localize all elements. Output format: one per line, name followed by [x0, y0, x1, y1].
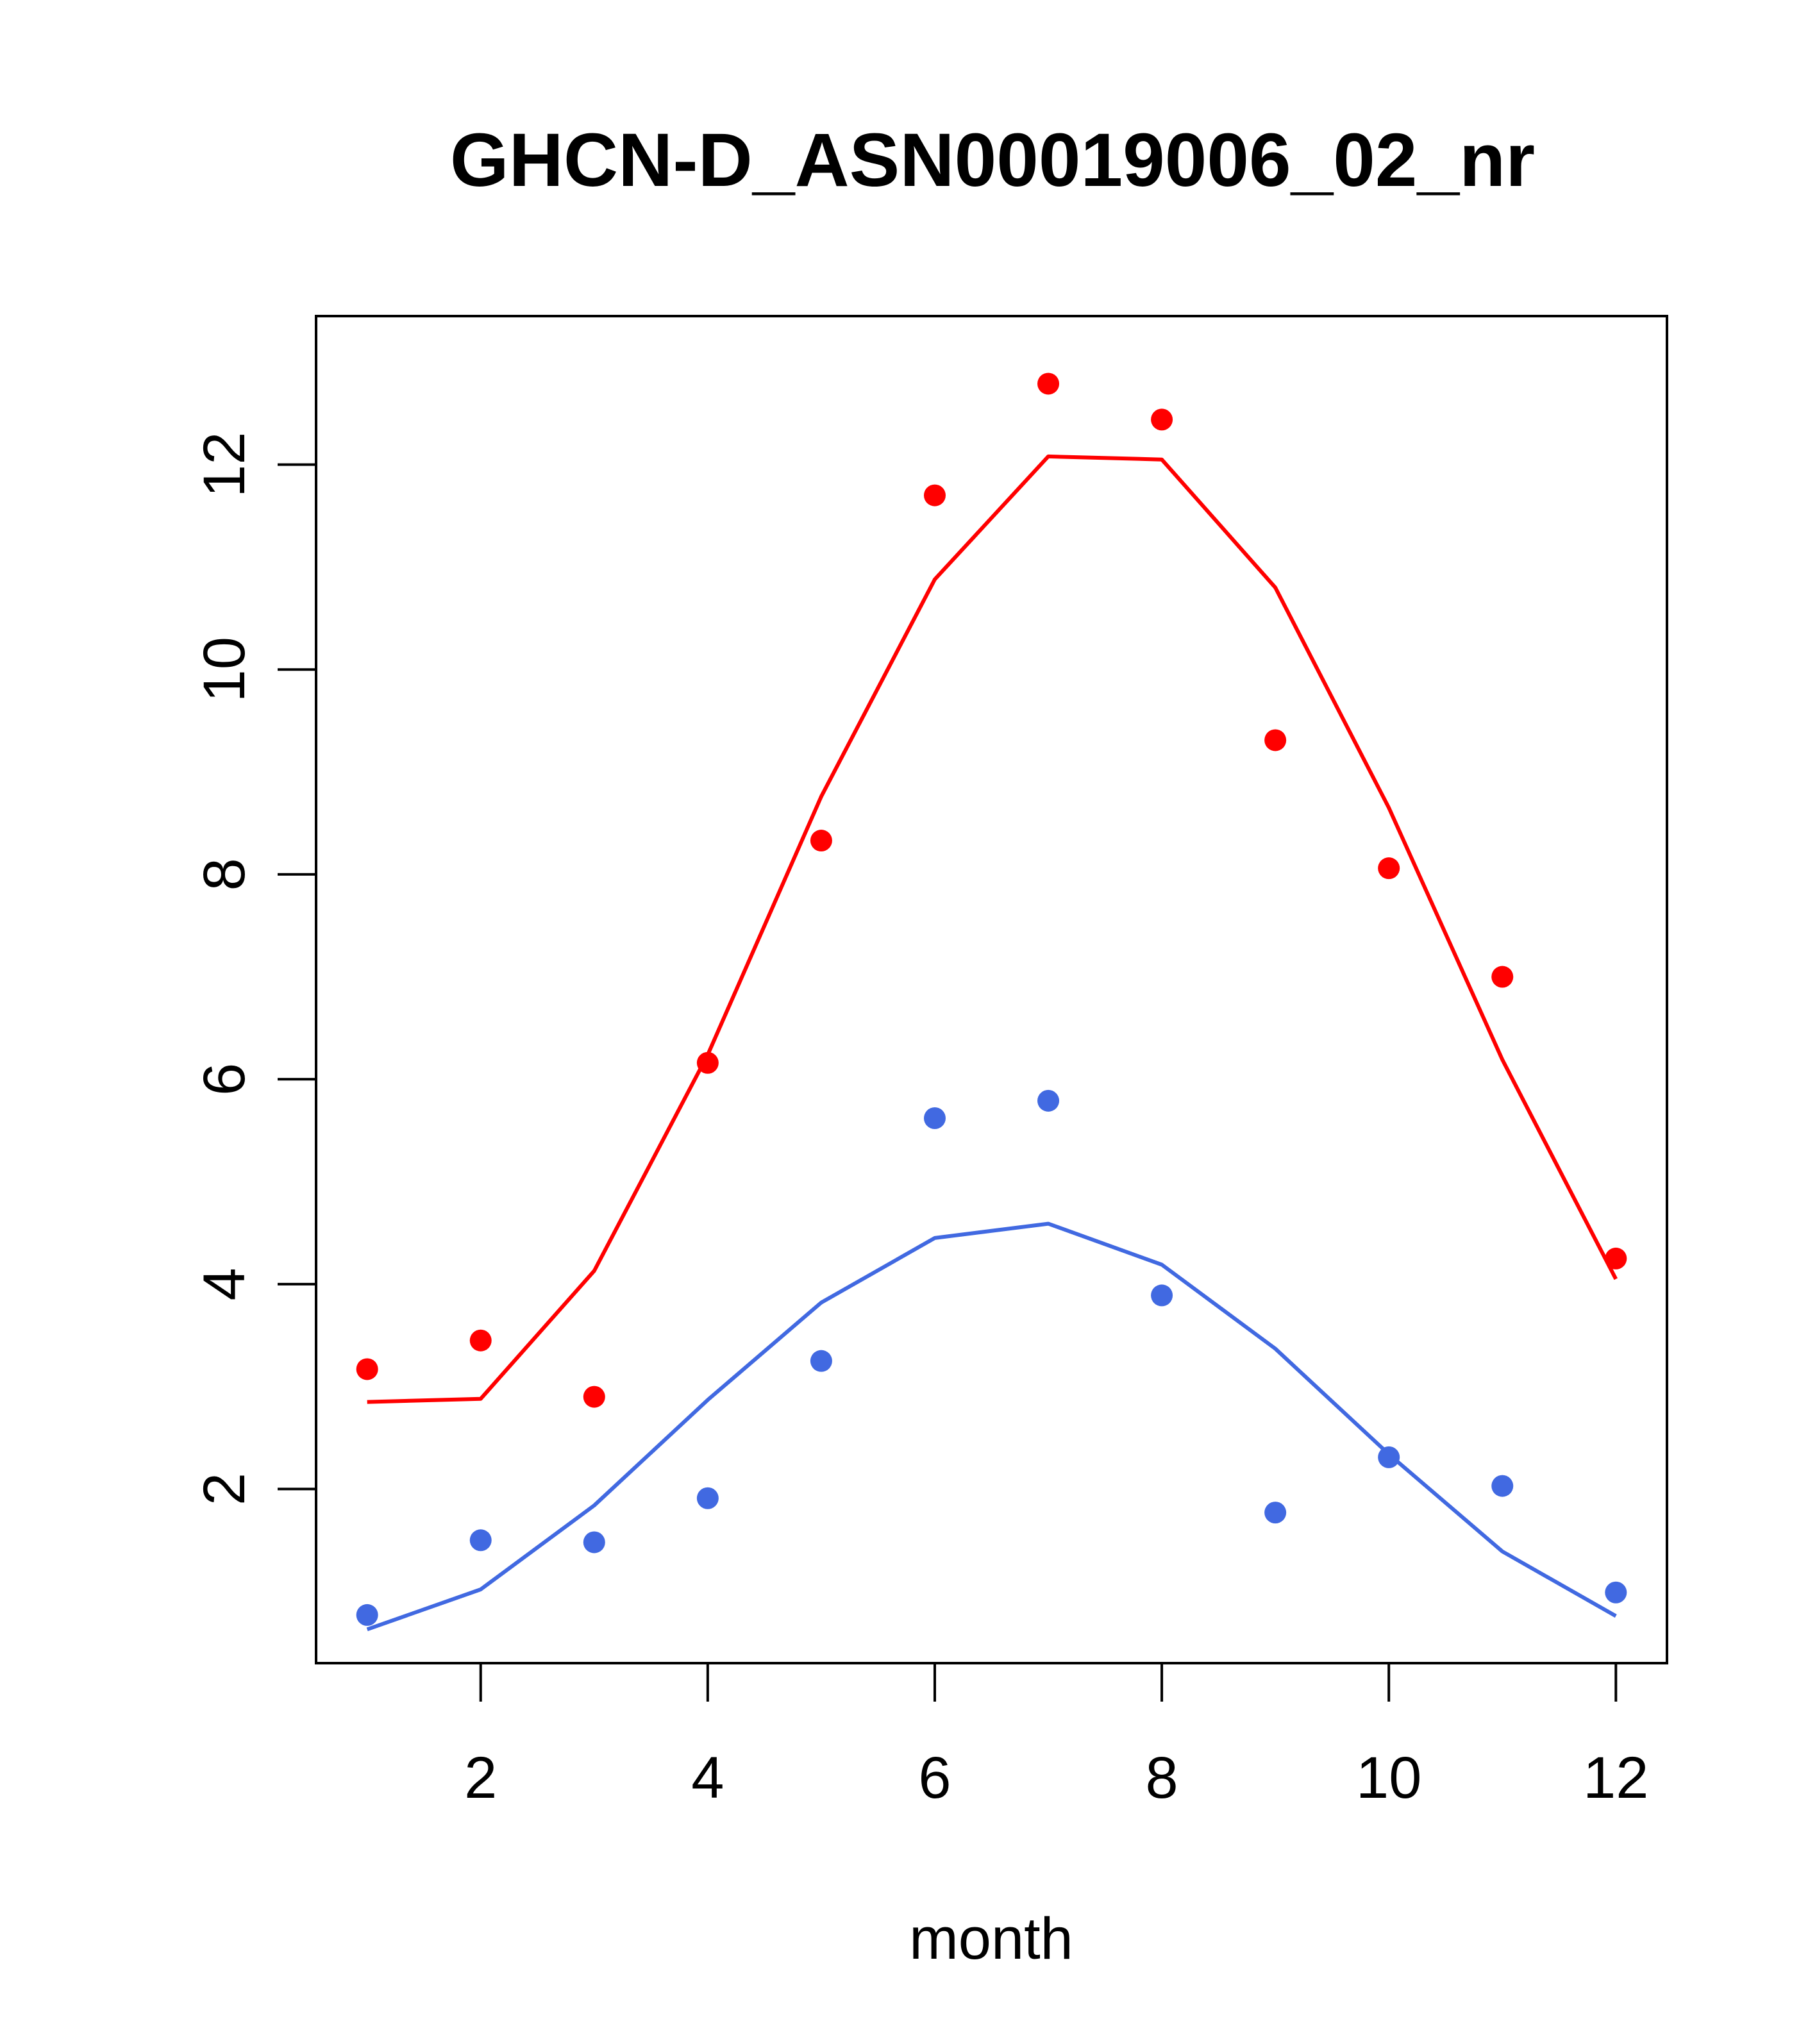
y-tick-label: 12: [192, 431, 257, 497]
series-1: [356, 373, 1627, 1408]
data-point: [1491, 1475, 1514, 1497]
y-axis: 2 4 6 8 10 12: [192, 431, 317, 1505]
series-2: [356, 1089, 1627, 1632]
data-point: [810, 830, 832, 852]
x-axis-label: month: [909, 1906, 1073, 1972]
data-point: [1378, 1446, 1400, 1468]
data-point: [696, 1051, 719, 1074]
data-point: [1378, 857, 1400, 880]
data-point: [583, 1531, 605, 1554]
y-tick-label: 6: [192, 1063, 257, 1096]
x-tick-label: 4: [691, 1745, 724, 1811]
data-point: [810, 1350, 832, 1372]
y-tick-label: 10: [192, 637, 257, 702]
data-point: [469, 1329, 492, 1352]
data-point: [583, 1386, 605, 1408]
data-point: [1151, 1284, 1173, 1307]
y-tick-label: 4: [192, 1268, 257, 1300]
data-point: [1605, 1247, 1627, 1269]
x-tick-label: 10: [1356, 1745, 1421, 1811]
data-point: [1151, 408, 1173, 431]
series-line: [366, 1221, 1617, 1632]
x-tick-label: 2: [464, 1745, 497, 1811]
y-tick-label: 8: [192, 858, 257, 891]
data-point: [923, 1107, 946, 1130]
data-point: [1605, 1581, 1627, 1604]
data-point: [356, 1358, 378, 1380]
data-point: [1037, 1089, 1060, 1112]
x-tick-label: 12: [1583, 1745, 1648, 1811]
y-tick-label: 2: [192, 1473, 257, 1505]
x-axis: 2 4 6 8 10 12: [464, 1662, 1648, 1811]
data-point: [696, 1487, 719, 1509]
data-point: [1264, 729, 1287, 751]
data-point: [1491, 966, 1514, 988]
x-tick-label: 6: [918, 1745, 951, 1811]
data-point: [356, 1604, 378, 1626]
series-layer: [356, 373, 1627, 1632]
series-line: [367, 454, 1618, 1404]
x-tick-label: 8: [1146, 1745, 1178, 1811]
data-point: [469, 1529, 492, 1552]
data-point: [923, 484, 946, 507]
data-point: [1264, 1502, 1287, 1524]
data-point: [1037, 373, 1060, 395]
chart-title: GHCN-D_ASN00019006_02_nr: [450, 118, 1535, 203]
